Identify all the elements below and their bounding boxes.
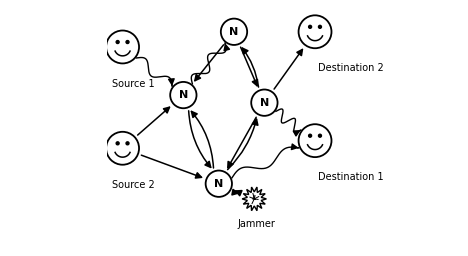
Text: Source 2: Source 2 <box>112 180 155 190</box>
Circle shape <box>308 134 312 137</box>
Circle shape <box>116 142 119 145</box>
Circle shape <box>126 142 129 145</box>
Polygon shape <box>242 187 266 211</box>
Circle shape <box>170 82 197 108</box>
Circle shape <box>319 134 322 137</box>
Text: N: N <box>214 179 223 189</box>
Circle shape <box>106 132 139 165</box>
Circle shape <box>299 15 331 48</box>
Circle shape <box>319 25 322 28</box>
Circle shape <box>205 170 232 197</box>
Text: Destination 2: Destination 2 <box>318 63 383 73</box>
Text: Destination 1: Destination 1 <box>318 172 383 182</box>
Text: N: N <box>229 27 239 37</box>
Circle shape <box>299 124 331 157</box>
Circle shape <box>126 40 129 44</box>
Text: N: N <box>179 90 188 100</box>
Text: N: N <box>260 98 269 108</box>
Text: Source 1: Source 1 <box>112 79 155 89</box>
Circle shape <box>116 40 119 44</box>
Circle shape <box>308 25 312 28</box>
Circle shape <box>251 90 278 116</box>
Circle shape <box>106 30 139 63</box>
Circle shape <box>221 19 247 45</box>
Text: Jammer: Jammer <box>238 219 276 229</box>
